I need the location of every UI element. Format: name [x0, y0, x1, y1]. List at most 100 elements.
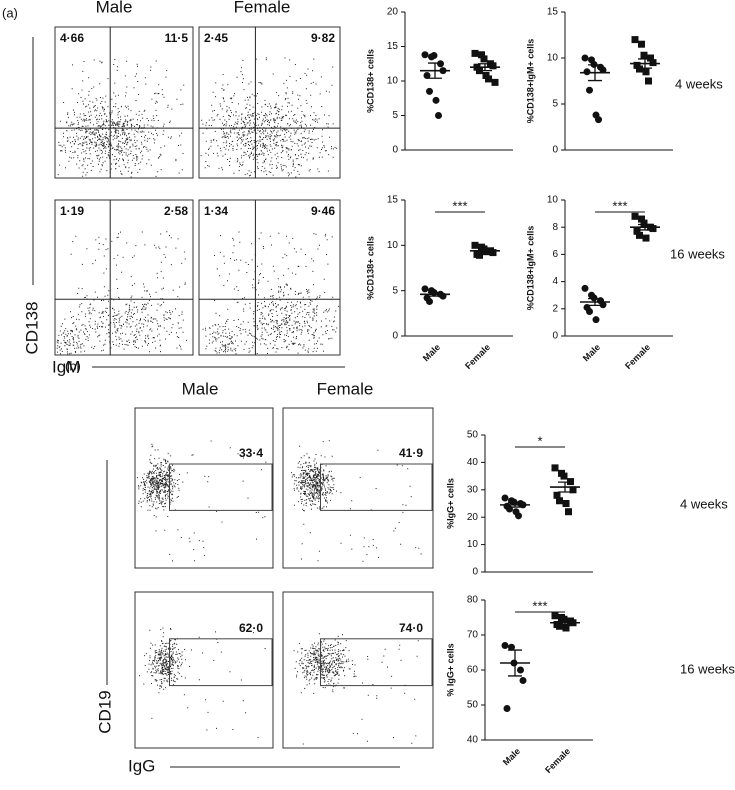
- flow-events: [137, 440, 267, 562]
- gate: [169, 638, 273, 687]
- column-header: Male: [96, 0, 133, 16]
- data-point: [426, 87, 433, 95]
- data-point: [480, 55, 488, 63]
- data-point: [645, 77, 652, 85]
- flow-events: [291, 440, 422, 562]
- quadrant-value: 9·82: [311, 31, 335, 45]
- error-bar: [508, 649, 522, 677]
- data-point: [553, 491, 561, 499]
- data-point: [503, 705, 511, 712]
- y-tick-label: 10: [547, 195, 559, 206]
- data-point: [636, 231, 643, 239]
- data-point: [562, 624, 570, 632]
- data-point: [437, 60, 444, 68]
- data-point: [581, 54, 589, 62]
- data-point: [599, 301, 607, 309]
- y-axis-label: %CD138+ cells: [365, 49, 375, 113]
- column-header: Female: [317, 379, 374, 398]
- y-tick-label: 30: [467, 484, 479, 495]
- data-point: [551, 612, 559, 620]
- y-tick-label: 15: [387, 41, 399, 52]
- y-tick-label: 40: [467, 457, 479, 468]
- x-tick-label: Female: [463, 342, 492, 371]
- y-tick-label: 10: [467, 539, 479, 550]
- data-point: [489, 249, 497, 257]
- data-point: [633, 227, 641, 235]
- data-point: [519, 677, 527, 684]
- data-point: [599, 66, 607, 74]
- y-axis-label: %CD138+IgM+ cells: [525, 226, 535, 311]
- flow-plot-frame: [134, 407, 274, 569]
- data-point: [423, 71, 431, 79]
- panel-label: (b): [65, 358, 81, 373]
- data-point: [633, 61, 641, 69]
- x-tick-label: Male: [501, 746, 522, 767]
- data-point: [482, 248, 490, 256]
- y-tick-label: 10: [547, 53, 559, 64]
- x-tick-label: Female: [543, 746, 572, 775]
- x-tick-label: Male: [581, 342, 602, 363]
- error-bar: [478, 63, 492, 72]
- axis-label: CD19: [95, 690, 114, 733]
- error-bar: [588, 297, 602, 307]
- axis-label: CD138: [22, 302, 41, 355]
- y-tick-label: 40: [467, 735, 479, 746]
- y-tick-label: 10: [387, 240, 399, 251]
- data-point: [491, 78, 499, 86]
- data-point: [583, 68, 591, 76]
- y-axis-label: %IgG+ cells: [445, 478, 455, 529]
- y-tick-label: 5: [392, 285, 398, 296]
- quadrant-value: 1·34: [204, 204, 228, 218]
- flow-plot-frame: [54, 199, 194, 356]
- error-bar: [478, 248, 492, 254]
- gate: [320, 463, 433, 511]
- quadrant-value: 2·58: [164, 204, 188, 218]
- flow-events: [57, 59, 185, 178]
- quadrant-value: 1·19: [60, 204, 84, 218]
- data-point: [556, 497, 563, 505]
- gate-value: 62·0: [239, 621, 263, 635]
- error-bar: [558, 481, 572, 493]
- y-tick-label: 0: [552, 331, 558, 342]
- row-label: 16 weeks: [670, 246, 725, 261]
- y-tick-label: 15: [547, 7, 559, 18]
- y-tick-label: 10: [387, 76, 399, 87]
- flow-events: [293, 630, 419, 745]
- data-point: [631, 212, 639, 220]
- y-tick-label: 2: [552, 303, 558, 314]
- data-point: [647, 54, 654, 62]
- flow-plot-frame: [54, 26, 194, 179]
- row-label: 4 weeks: [680, 496, 728, 511]
- quadrant-value: 11·5: [165, 31, 189, 45]
- row-label: 16 weeks: [680, 661, 735, 676]
- y-tick-label: 50: [467, 700, 479, 711]
- y-tick-label: 5: [392, 110, 398, 121]
- data-point: [638, 215, 645, 223]
- error-bar: [558, 620, 572, 626]
- data-point: [551, 464, 559, 472]
- y-tick-label: 0: [472, 567, 478, 578]
- y-tick-label: 4: [552, 276, 558, 287]
- y-tick-label: 20: [387, 7, 399, 18]
- data-point: [642, 68, 650, 76]
- data-point: [476, 251, 483, 259]
- error-bar: [588, 64, 602, 82]
- flow-plot-frame: [134, 591, 274, 749]
- data-point: [640, 51, 648, 59]
- data-point: [508, 643, 515, 651]
- data-point: [636, 65, 643, 73]
- quadrant-value: 9·46: [311, 204, 335, 218]
- data-point: [489, 62, 497, 70]
- y-tick-label: 0: [392, 145, 398, 156]
- y-axis-label: % IgG+ cells: [445, 643, 455, 696]
- data-point: [471, 241, 479, 249]
- data-point: [430, 51, 438, 59]
- y-tick-label: 0: [552, 145, 558, 156]
- panel-label: (a): [2, 5, 18, 20]
- data-point: [649, 225, 657, 233]
- data-point: [421, 285, 429, 293]
- y-tick-label: 80: [467, 595, 479, 606]
- flow-events: [202, 231, 340, 355]
- data-point: [642, 234, 650, 242]
- data-point: [638, 40, 645, 48]
